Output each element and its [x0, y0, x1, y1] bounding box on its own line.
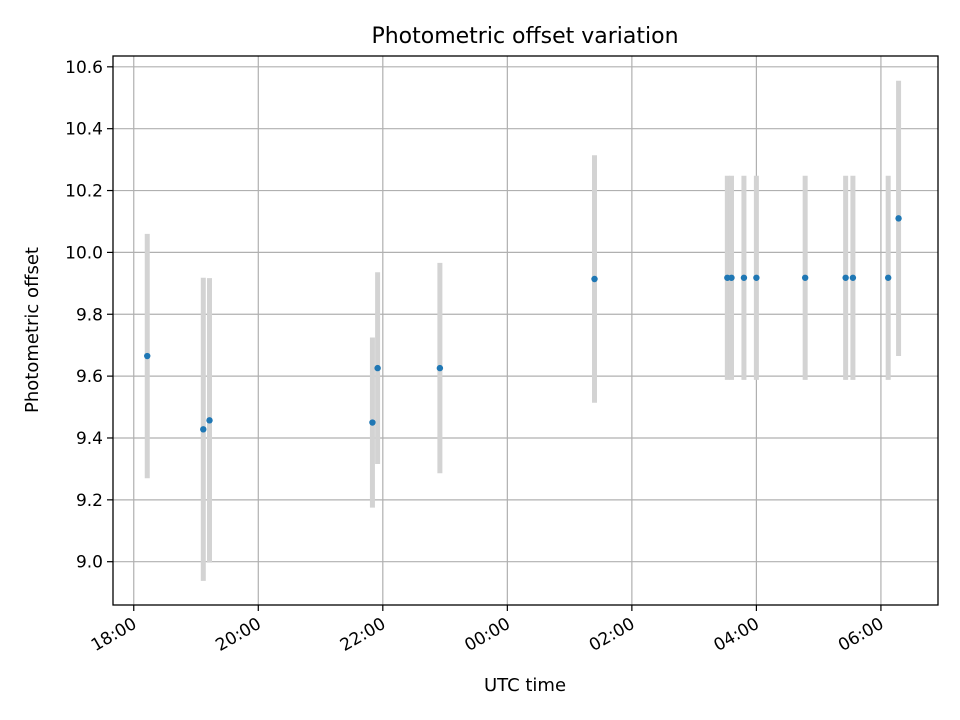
data-point [206, 417, 213, 424]
data-point [591, 275, 598, 283]
data-point [740, 274, 748, 281]
y-tick-label: 9.0 [76, 553, 103, 573]
data-point [884, 274, 892, 281]
chart-title: Photometric offset variation [371, 24, 678, 49]
y-axis-ticks: 9.0 9.2 9.4 9.6 9.8 10.0 10.2 10.4 10.6 [65, 58, 113, 573]
y-tick-label: 9.8 [76, 305, 103, 325]
x-axis-label: UTC time [484, 675, 566, 696]
data-point [849, 274, 857, 281]
y-tick-label: 9.2 [76, 491, 103, 511]
data-point [369, 419, 376, 426]
y-axis-label: Photometric offset [22, 247, 43, 413]
data-point [801, 274, 809, 281]
data-point [753, 274, 760, 281]
plot-frame [112, 55, 939, 606]
data-point [842, 274, 849, 281]
y-tick-label: 9.6 [76, 367, 103, 387]
data-point [728, 274, 735, 281]
y-tick-label: 10.0 [65, 243, 103, 263]
data-point [144, 352, 151, 360]
data-point [436, 364, 444, 372]
data-point [895, 215, 902, 222]
y-tick-label: 10.2 [65, 182, 103, 202]
y-tick-label: 9.4 [76, 429, 103, 449]
data-point [374, 364, 381, 372]
y-tick-label: 10.4 [65, 120, 103, 140]
data-points [144, 215, 902, 433]
y-tick-label: 10.6 [65, 58, 103, 78]
data-point [200, 426, 207, 433]
